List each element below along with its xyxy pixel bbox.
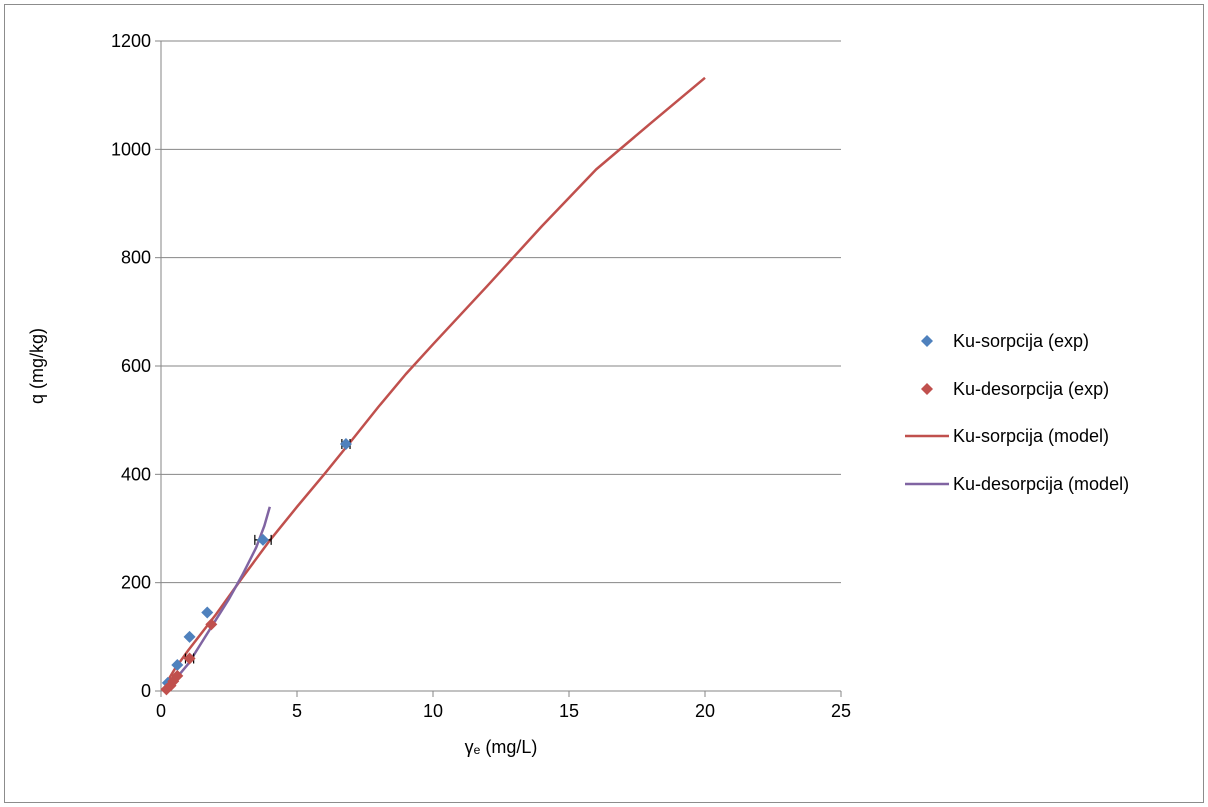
legend-label-sorption-model: Ku-sorpcija (model) bbox=[953, 426, 1109, 446]
legend-item-1: Ku-desorpcija (exp) bbox=[921, 379, 1109, 399]
y-tick-label-1000: 1000 bbox=[111, 139, 151, 159]
x-tick-label-0: 0 bbox=[156, 701, 166, 721]
x-axis-title: γₑ (mg/L) bbox=[465, 737, 538, 757]
data-point-0-1 bbox=[171, 659, 184, 671]
legend-item-3: Ku-desorpcija (model) bbox=[905, 474, 1129, 494]
data-point-1-3 bbox=[171, 669, 184, 682]
series-markers bbox=[160, 438, 352, 696]
chart-canvas: 0 200 400 600 800 1000 1200 0 5 10 15 20 25 q (mg/k… bbox=[27, 31, 1129, 757]
y-tick-label-800: 800 bbox=[121, 248, 151, 268]
x-tick-label-5: 5 bbox=[292, 701, 302, 721]
gridlines bbox=[161, 40, 841, 584]
data-point-0-3 bbox=[201, 606, 214, 619]
series-line-2 bbox=[165, 76, 706, 684]
data-point-0-2 bbox=[183, 630, 196, 643]
x-tick-label-25: 25 bbox=[831, 701, 851, 721]
data-point-0-5 bbox=[339, 438, 352, 450]
legend: Ku-sorpcija (exp) Ku-desorpcija (exp) Ku… bbox=[905, 331, 1129, 494]
y-tick-label-0: 0 bbox=[141, 681, 151, 701]
y-tick-label-600: 600 bbox=[121, 356, 151, 376]
x-tick-label-15: 15 bbox=[559, 701, 579, 721]
legend-marker-desorption-exp bbox=[921, 383, 933, 395]
legend-label-sorption-exp: Ku-sorpcija (exp) bbox=[953, 331, 1089, 351]
chart-frame: 0 200 400 600 800 1000 1200 0 5 10 15 20 25 q (mg/k… bbox=[4, 4, 1204, 803]
legend-item-0: Ku-sorpcija (exp) bbox=[921, 331, 1089, 351]
y-tick-labels: 0 200 400 600 800 1000 1200 bbox=[111, 31, 151, 701]
y-tick-label-400: 400 bbox=[121, 464, 151, 484]
series-lines bbox=[165, 76, 706, 691]
x-tick-labels: 0 5 10 15 20 25 bbox=[156, 701, 851, 721]
axes bbox=[155, 40, 842, 697]
legend-label-desorption-exp: Ku-desorpcija (exp) bbox=[953, 379, 1109, 399]
data-point-0-4 bbox=[257, 533, 269, 546]
data-point-1-4 bbox=[183, 652, 196, 665]
legend-label-desorption-model: Ku-desorpcija (model) bbox=[953, 474, 1129, 494]
y-tick-label-1200: 1200 bbox=[111, 31, 151, 51]
data-point-1-5 bbox=[205, 618, 218, 631]
x-tick-label-10: 10 bbox=[423, 701, 443, 721]
x-tick-label-20: 20 bbox=[695, 701, 715, 721]
y-axis-title: q (mg/kg) bbox=[27, 328, 47, 404]
legend-item-2: Ku-sorpcija (model) bbox=[905, 426, 1109, 446]
y-tick-label-200: 200 bbox=[121, 573, 151, 593]
series-line-3 bbox=[165, 506, 272, 691]
legend-marker-sorption-exp bbox=[921, 335, 933, 347]
